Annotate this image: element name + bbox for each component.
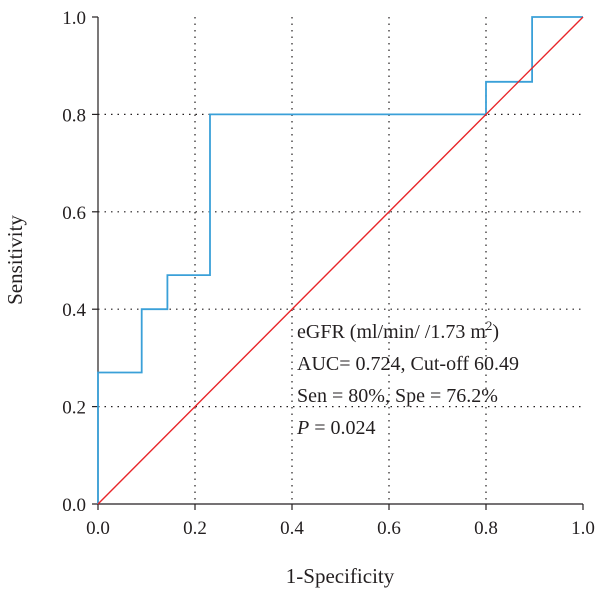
roc-curve-line [97,16,583,504]
x-tick-label: 0.6 [377,518,401,539]
y-tick-label: 0.8 [62,105,86,126]
y-tick-label: 0.0 [62,495,86,516]
y-tick-label: 1.0 [62,8,86,29]
annotation-line-1: eGFR (ml/min/ /1.73 m2) [297,318,499,343]
y-axis-title: Sensitivity [3,215,27,305]
series-layer [97,16,584,505]
annotation-line-1-superscript: 2 [486,318,493,333]
annotation-line-4: P = 0.024 [296,417,376,439]
x-tick-label: 0.0 [86,518,110,539]
y-tick-label: 0.2 [62,398,86,419]
x-axis-title: 1-Specificity [286,564,395,588]
y-tick-label: 0.6 [62,203,86,224]
grid-layer [98,17,583,504]
annotation-box: eGFR (ml/min/ /1.73 m2) AUC= 0.724, Cut-… [296,318,519,439]
annotation-line-1-text: eGFR (ml/min/ /1.73 m [297,321,486,343]
annotation-line-3: Sen = 80%, Spe = 76.2% [297,385,498,407]
x-tick-label: 0.4 [280,518,304,539]
x-tick-label: 0.2 [183,518,207,539]
x-tick-label: 1.0 [571,518,595,539]
ticks-layer: 0.0 0.2 0.4 0.6 0.8 1.0 0.0 0.2 0.4 0.6 0.8 1.0 [62,8,595,539]
x-tick-label: 0.8 [474,518,498,539]
annotation-p-symbol: P [296,417,309,439]
annotation-line-1-close: ) [492,321,499,343]
reference-diagonal-line [97,16,584,505]
y-tick-label: 0.4 [62,300,86,321]
annotation-p-value: = 0.024 [309,417,375,439]
annotation-line-2: AUC= 0.724, Cut-off 60.49 [297,353,519,375]
